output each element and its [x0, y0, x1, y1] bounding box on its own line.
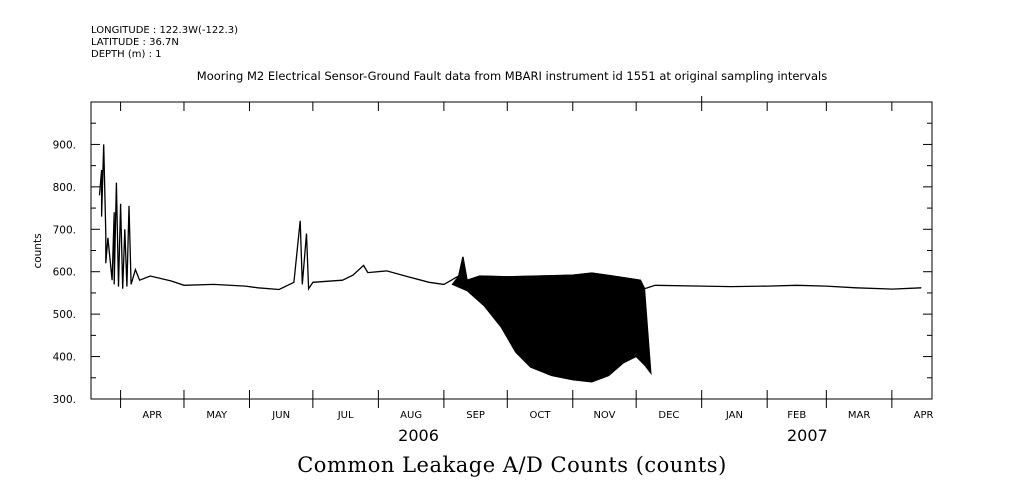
x-tick-label: APR: [142, 410, 162, 421]
x-year-label: 2006: [398, 426, 439, 445]
x-tick-label: OCT: [530, 410, 552, 421]
x-tick-label: NOV: [593, 410, 615, 421]
x-tick-label: JUN: [271, 410, 290, 421]
y-axis-title: counts: [32, 233, 44, 268]
x-tick-label: DEC: [658, 410, 679, 421]
y-tick-label: 800.: [53, 182, 76, 194]
x-tick-label: SEP: [466, 410, 485, 421]
x-tick-label: MAY: [206, 410, 228, 421]
y-tick-label: 500.: [53, 309, 76, 321]
y-tick-label: 900.: [53, 139, 76, 151]
series-band: [451, 256, 652, 383]
x-tick-label: AUG: [400, 410, 422, 421]
x-axis-title: Common Leakage A/D Counts (counts): [297, 453, 727, 477]
y-tick-label: 400.: [53, 352, 76, 364]
x-tick-label: JAN: [725, 410, 743, 421]
latitude-label: LATITUDE : 36.7N: [91, 37, 179, 48]
y-tick-label: 700.: [53, 224, 76, 236]
x-tick-label: MAR: [848, 410, 870, 421]
x-tick-label: JUL: [337, 410, 354, 421]
x-year-label: 2007: [787, 426, 828, 445]
plot-frame: [90, 101, 933, 400]
x-tick-label: FEB: [787, 410, 806, 421]
series-line: [98, 144, 922, 291]
longitude-label: LONGITUDE : 122.3W(-122.3): [91, 25, 238, 36]
y-tick-label: 600.: [53, 267, 76, 279]
depth-label: DEPTH (m) : 1: [91, 49, 162, 60]
chart-title: Mooring M2 Electrical Sensor-Ground Faul…: [196, 69, 828, 83]
x-tick-label: APR: [914, 410, 934, 421]
y-tick-label: 300.: [53, 394, 76, 406]
